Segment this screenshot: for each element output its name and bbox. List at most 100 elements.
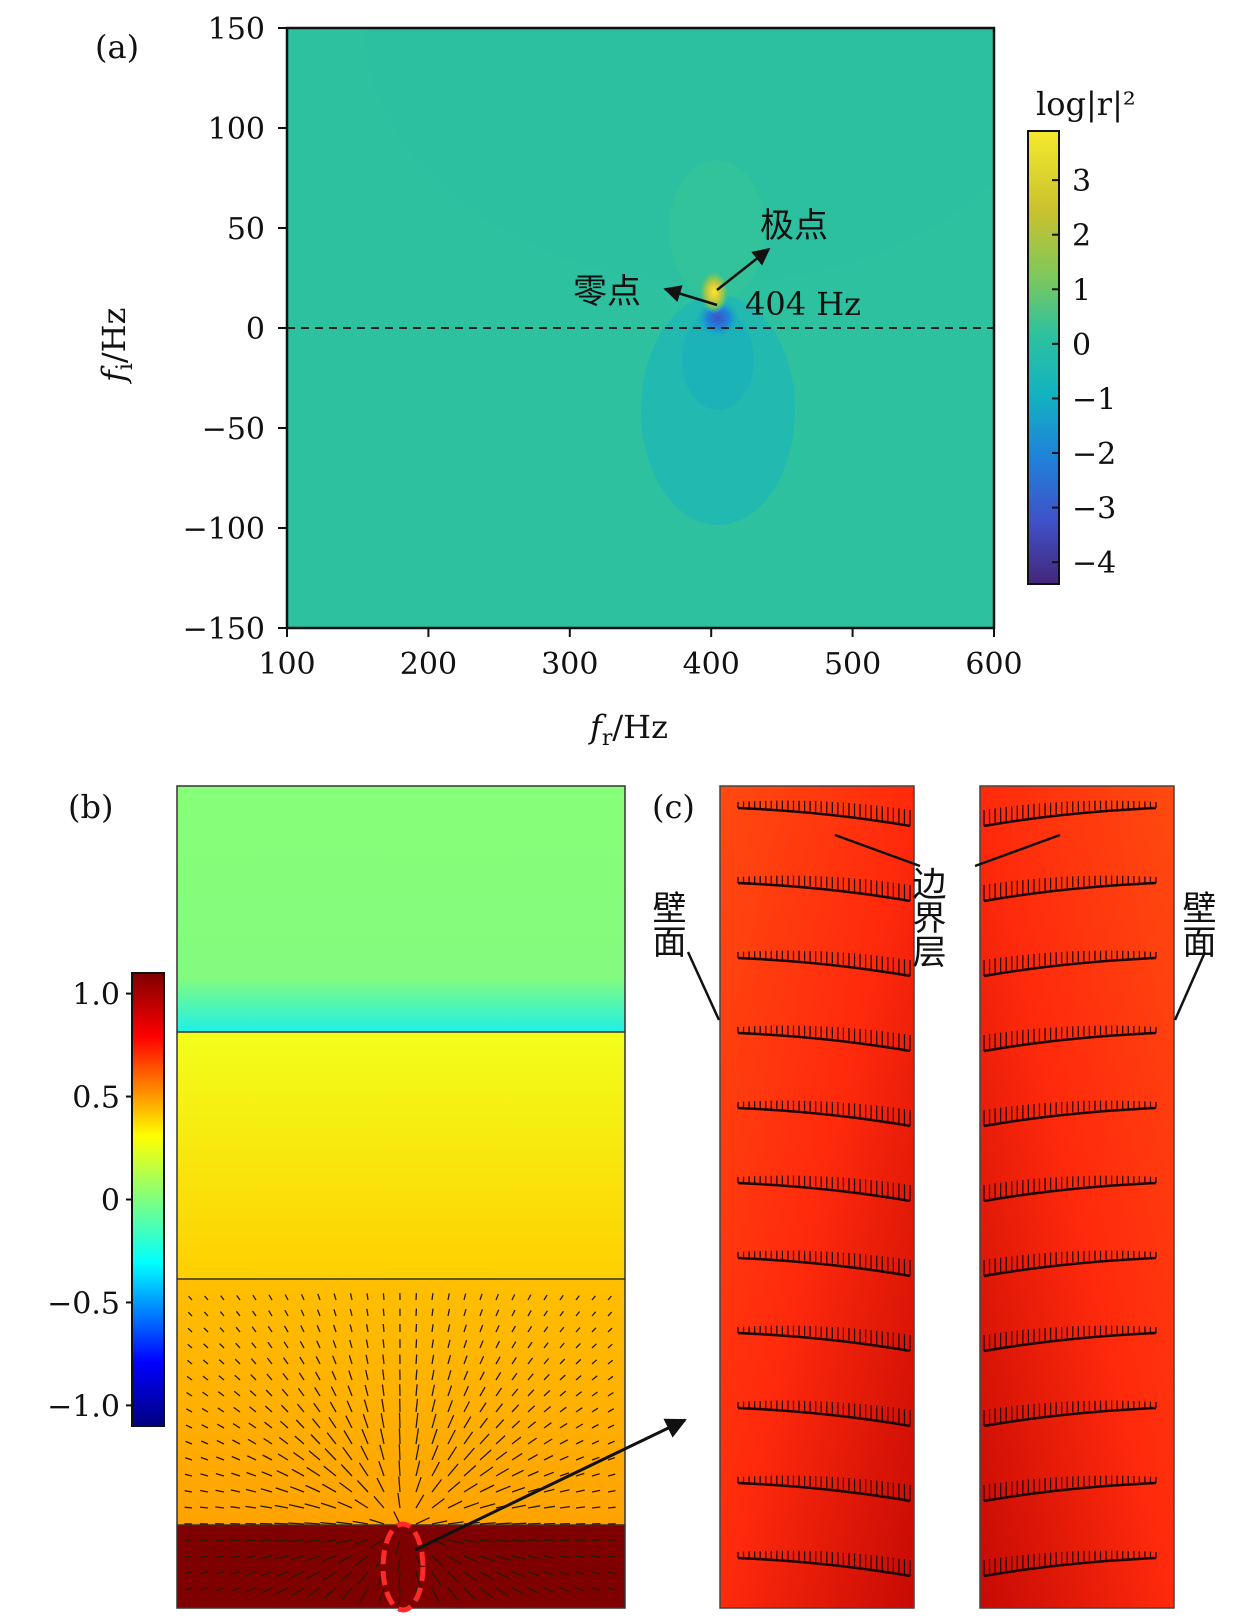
panel-b-field (176, 785, 626, 1613)
velocity-arrow (320, 1521, 337, 1525)
heatmap-pole-glow (699, 270, 729, 314)
velocity-arrow (215, 1472, 225, 1477)
velocity-arrow (575, 1539, 586, 1542)
velocity-arrow (447, 1500, 463, 1509)
velocity-arrow (463, 1355, 468, 1365)
velocity-arrow (382, 1339, 385, 1349)
velocity-arrow (215, 1555, 225, 1558)
velocity-arrow (378, 1460, 385, 1477)
velocity-arrow (200, 1489, 209, 1493)
y-tick-label: 50 (227, 212, 265, 247)
velocity-arrow (359, 1587, 369, 1602)
velocity-arrow (245, 1571, 257, 1576)
colorbar-a-tick-label: −1 (1072, 382, 1116, 417)
velocity-arrow (202, 1391, 209, 1397)
velocity-arrow (607, 1375, 614, 1381)
x-tick-label: 600 (965, 647, 1022, 682)
velocity-arrow (431, 1354, 435, 1365)
velocity-arrow (336, 1521, 353, 1525)
velocity-arrow (186, 1392, 193, 1397)
y-tick-label: 0 (246, 312, 265, 347)
velocity-arrow (200, 1456, 209, 1461)
velocity-arrow (378, 1587, 385, 1604)
velocity-arrow (331, 1370, 337, 1381)
velocity-arrow (246, 1587, 257, 1593)
velocity-arrow (479, 1587, 493, 1599)
boundary-curve-right (983, 881, 1157, 903)
velocity-arrow (447, 1354, 452, 1365)
field-region-bottom (177, 1525, 625, 1608)
velocity-arrow (235, 1326, 241, 1333)
colorbar-a-tick-label: 3 (1072, 164, 1091, 199)
velocity-arrow (313, 1402, 321, 1413)
velocity-arrow (447, 1308, 451, 1317)
velocity-arrow (382, 1369, 385, 1381)
wall-pointer-right (1173, 951, 1207, 1021)
velocity-arrow (447, 1481, 461, 1493)
velocity-arrow (527, 1571, 540, 1577)
y-tick-label: 100 (208, 112, 265, 147)
velocity-arrow (217, 1407, 225, 1413)
velocity-arrow (415, 1571, 422, 1588)
velocity-arrow (321, 1555, 337, 1563)
velocity-arrow (495, 1468, 509, 1477)
velocity-arrow (447, 1571, 460, 1584)
velocity-arrow (304, 1522, 321, 1525)
boundary-curve-left (737, 1181, 911, 1203)
velocity-arrow (266, 1373, 273, 1381)
velocity-arrow (230, 1571, 241, 1575)
boundary-curve-left (737, 806, 911, 828)
velocity-arrow (559, 1587, 570, 1592)
boundary-curve-right (983, 1331, 1157, 1353)
colorbar-b (131, 972, 165, 1427)
velocity-arrow (559, 1571, 570, 1576)
velocity-arrow (559, 1310, 565, 1317)
velocity-arrow (306, 1466, 321, 1477)
velocity-arrow (321, 1483, 337, 1493)
velocity-arrow (355, 1555, 369, 1566)
boundary-layer-label: 边界层 (906, 866, 946, 968)
velocity-arrow (291, 1468, 305, 1477)
velocity-arrow (232, 1423, 241, 1429)
velocity-arrow (246, 1471, 257, 1477)
velocity-arrow (575, 1327, 581, 1333)
velocity-arrow (329, 1401, 337, 1413)
velocity-arrow (245, 1555, 257, 1559)
velocity-arrow (259, 1539, 273, 1542)
y-tick-label: −50 (202, 412, 265, 447)
velocity-arrow (447, 1446, 458, 1461)
boundary-curve-right (983, 956, 1157, 978)
velocity-arrow (361, 1429, 369, 1445)
velocity-arrow (245, 1505, 257, 1509)
y-tick-label: 150 (208, 12, 265, 47)
velocity-arrow (575, 1423, 584, 1429)
velocity-arrow (365, 1324, 369, 1333)
velocity-arrow (527, 1373, 534, 1381)
velocity-arrow (415, 1494, 425, 1509)
colorbar-b-tick-label: −0.5 (47, 1286, 120, 1321)
velocity-arrow (447, 1587, 459, 1601)
velocity-arrow (308, 1450, 321, 1461)
velocity-arrow (591, 1489, 601, 1493)
velocity-arrow (201, 1407, 209, 1413)
panel-a-plot (287, 28, 994, 628)
velocity-arrow (293, 1451, 305, 1461)
velocity-arrow (543, 1438, 553, 1445)
y-axis-label: fi/Hz (95, 308, 138, 384)
velocity-arrow (591, 1456, 600, 1461)
velocity-arrow (543, 1505, 556, 1509)
velocity-arrow (527, 1454, 538, 1461)
velocity-arrow (323, 1587, 337, 1599)
velocity-arrow (398, 1571, 401, 1588)
velocity-arrow (607, 1295, 612, 1301)
colorbar-b-tick-label: 1.0 (72, 978, 120, 1013)
velocity-arrow (326, 1432, 337, 1445)
velocity-arrow (235, 1310, 241, 1317)
velocity-arrow (511, 1356, 517, 1365)
velocity-arrow (381, 1384, 385, 1397)
x-axis-label-sub: r (602, 726, 613, 751)
velocity-arrow (305, 1571, 321, 1580)
velocity-arrow (479, 1340, 484, 1349)
velocity-arrow (431, 1369, 435, 1381)
